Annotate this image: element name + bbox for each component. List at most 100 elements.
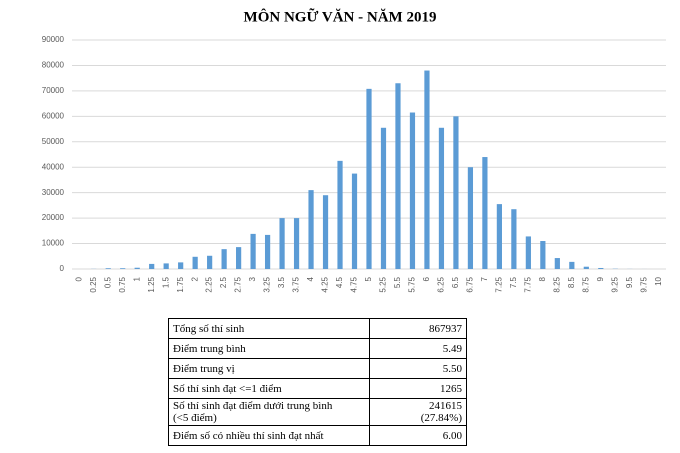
bar xyxy=(308,190,314,269)
x-tick-label: 9.75 xyxy=(639,276,648,292)
x-tick-label: 6.75 xyxy=(466,276,475,292)
value-cell: 241615 (27.84%) xyxy=(369,398,467,426)
x-tick-label: 0.5 xyxy=(103,276,112,288)
chart-title: MÔN NGỮ VĂN - NĂM 2019 xyxy=(244,7,437,25)
label-cell: Điểm trung bình xyxy=(168,338,370,359)
bar xyxy=(598,267,604,269)
y-tick-label: 90000 xyxy=(42,35,65,44)
bar xyxy=(424,70,430,270)
bar xyxy=(525,236,531,269)
x-tick-label: 5.25 xyxy=(379,276,388,292)
value-cell: 1265 xyxy=(369,378,467,399)
x-tick-label: 8.75 xyxy=(581,276,590,292)
table-row: Điểm số có nhiều thí sinh đạt nhất 6.00 xyxy=(168,425,467,446)
value-cell: 6.00 xyxy=(369,425,467,446)
x-tick-label: 2.5 xyxy=(219,276,228,288)
bar xyxy=(236,247,242,269)
bar xyxy=(380,127,387,270)
table-row: Số thí sinh đạt điểm dưới trung bình (<5… xyxy=(168,398,467,426)
label-cell: Điểm số có nhiều thí sinh đạt nhất xyxy=(168,425,370,446)
value-cell: 5.50 xyxy=(369,358,467,379)
bar xyxy=(163,263,169,269)
bar xyxy=(554,258,560,269)
x-tick-label: 6.5 xyxy=(451,276,460,288)
x-tick-label: 9.5 xyxy=(625,276,634,288)
bar xyxy=(134,267,140,269)
bar xyxy=(178,262,184,269)
x-tick-label: 8.25 xyxy=(552,276,561,292)
x-tick-label: 0 xyxy=(74,276,83,281)
x-tick-label: 8.5 xyxy=(567,276,576,288)
x-tick-label: 5 xyxy=(364,276,373,281)
bar xyxy=(192,256,198,269)
bar xyxy=(395,83,401,269)
x-tick-label: 5.5 xyxy=(393,276,402,288)
label-cell: Điểm trung vị xyxy=(168,358,370,379)
y-tick-label: 10000 xyxy=(42,239,65,248)
x-tick-label: 9.25 xyxy=(610,276,619,292)
x-tick-label: 1 xyxy=(132,276,141,281)
y-tick-label: 80000 xyxy=(42,61,65,70)
x-tick-label: 7 xyxy=(480,276,489,281)
x-tick-label: 0.25 xyxy=(89,276,98,292)
bar xyxy=(322,195,329,269)
bar xyxy=(279,218,285,269)
label-cell: Tổng số thí sinh xyxy=(168,318,370,339)
bar xyxy=(120,268,126,269)
x-tick-label: 2 xyxy=(190,276,199,281)
table-row: Điểm trung vị 5.50 xyxy=(168,358,467,379)
x-tick-label: 6 xyxy=(422,276,431,281)
bar xyxy=(221,249,227,269)
bar xyxy=(453,116,459,269)
bar xyxy=(540,241,546,269)
bar xyxy=(438,127,445,270)
bar xyxy=(105,268,111,269)
label-cell: Số thí sinh đạt điểm dưới trung bình (<5… xyxy=(168,398,370,426)
table-row: Điểm trung bình 5.49 xyxy=(168,338,467,359)
bar xyxy=(250,233,256,269)
bar xyxy=(482,157,488,269)
bar xyxy=(496,204,502,269)
x-tick-label: 4 xyxy=(306,276,315,281)
bar xyxy=(569,261,575,269)
label-cell: Số thí sinh đạt <=1 điểm xyxy=(168,378,370,399)
x-tick-label: 4.25 xyxy=(321,276,330,292)
x-tick-label: 2.25 xyxy=(205,276,214,292)
x-tick-label: 4.75 xyxy=(350,276,359,292)
value-cell: 867937 xyxy=(369,318,467,339)
x-tick-label: 1.5 xyxy=(161,276,170,288)
y-tick-label: 40000 xyxy=(42,162,65,171)
x-tick-label: 7.5 xyxy=(509,276,518,288)
x-tick-label: 7.25 xyxy=(494,276,503,292)
bar xyxy=(149,263,155,269)
bar xyxy=(264,234,271,269)
x-tick-label: 2.75 xyxy=(234,276,243,292)
x-tick-label: 4.5 xyxy=(335,276,344,288)
x-tick-label: 3.25 xyxy=(263,276,272,292)
x-tick-label: 8 xyxy=(538,276,547,281)
x-tick-label: 5.75 xyxy=(408,276,417,292)
y-tick-label: 60000 xyxy=(42,111,65,120)
x-tick-label: 7.75 xyxy=(523,276,532,292)
x-tick-label: 1.25 xyxy=(147,276,156,292)
stats-table: Tổng số thí sinh 867937 Điểm trung bình 5.4… xyxy=(168,318,467,446)
x-tick-label: 3 xyxy=(248,276,257,281)
bar xyxy=(207,255,213,269)
x-tick-label: 3.5 xyxy=(277,276,286,288)
bar xyxy=(337,160,343,269)
chart: MÔN NGỮ VĂN - NĂM 2019 0 10000 20000 30000 4… xyxy=(42,7,666,293)
x-tick-label: 6.25 xyxy=(437,276,446,292)
bar xyxy=(583,266,589,269)
bar xyxy=(293,218,300,269)
bar xyxy=(467,167,474,269)
y-tick-label: 50000 xyxy=(42,137,65,146)
bar xyxy=(366,88,372,269)
x-tick-label: 9 xyxy=(596,276,605,281)
x-tick-label: 3.75 xyxy=(292,276,301,292)
y-tick-label: 30000 xyxy=(42,188,65,197)
x-tick-label: 0.75 xyxy=(118,276,127,292)
x-tick-label: 1.75 xyxy=(176,276,185,292)
table-row: Số thí sinh đạt <=1 điểm 1265 xyxy=(168,378,467,399)
table-row: Tổng số thí sinh 867937 xyxy=(168,318,467,339)
